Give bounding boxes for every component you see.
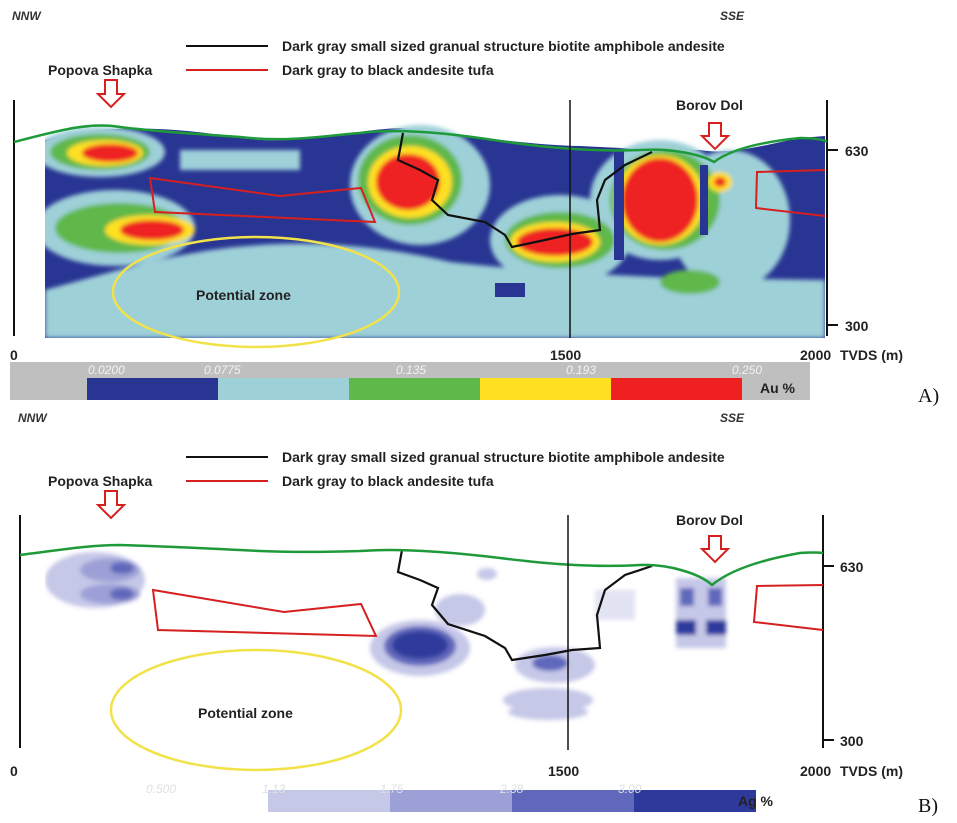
scale-swatch	[512, 790, 634, 812]
x-unit-label: TVDS (m)	[840, 763, 903, 779]
x-label-2000: 2000	[800, 347, 831, 363]
andesite-boundary	[396, 132, 653, 249]
arrow-down-icon	[699, 535, 731, 564]
x-label-1500: 1500	[550, 347, 581, 363]
topography-line	[19, 543, 824, 587]
legend-red-text: Dark gray to black andesite tufa	[282, 473, 494, 489]
sse-label: SSE	[720, 411, 745, 425]
andesite-boundary	[396, 549, 653, 662]
tufa-outline	[151, 588, 378, 638]
potential-zone-label: Potential zone	[196, 287, 291, 303]
potential-zone-ellipse	[109, 648, 403, 772]
topography-line	[13, 124, 828, 164]
scale-value-label: 0.135	[396, 363, 426, 377]
scale-unit-label: Au %	[760, 380, 796, 396]
scale-value-label: 1.13	[262, 782, 286, 796]
depth-label-300: 300	[840, 733, 864, 749]
scale-swatch	[349, 378, 480, 400]
arrow-down-icon	[699, 122, 731, 151]
nnw-label: NNW	[12, 9, 42, 23]
scale-value-label: 0.250	[732, 363, 762, 377]
depth-label-630: 630	[845, 143, 869, 159]
x-label-0: 0	[10, 763, 18, 779]
legend-black-text: Dark gray small sized granual structure …	[282, 38, 725, 54]
scale-swatch	[390, 790, 512, 812]
scale-unit-label: Ag %	[738, 793, 774, 809]
depth-label-630: 630	[840, 559, 864, 575]
depth-label-300: 300	[845, 318, 869, 334]
x-label-1500: 1500	[548, 763, 579, 779]
scale-value-label: 1.75	[380, 782, 404, 796]
place-popova-shapka: Popova Shapka	[48, 473, 152, 489]
arrow-down-icon	[95, 79, 127, 109]
scale-value-label: 2.38	[499, 782, 524, 796]
legend-red-text: Dark gray to black andesite tufa	[282, 62, 494, 78]
potential-zone-ellipse	[111, 235, 401, 349]
legend-black-text: Dark gray small sized granual structure …	[282, 449, 725, 465]
x-label-2000: 2000	[800, 763, 831, 779]
tufa-outline	[754, 169, 826, 217]
scale-swatch	[611, 378, 742, 400]
tufa-outline	[148, 176, 377, 224]
scale-value-label: 0.0775	[204, 363, 241, 377]
panel-letter-b: B)	[918, 795, 938, 817]
ag-section-raster	[45, 552, 726, 720]
scale-value-label: 0.193	[566, 363, 596, 377]
ag-color-scale: 0.500 1.13 1.75 2.38 3.00	[146, 782, 756, 812]
scale-value-label: 0.0200	[88, 363, 125, 377]
scale-value-label: 0.500	[146, 782, 176, 796]
panel-a: NNW SSE Dark gray small sized granual st…	[8, 8, 939, 407]
scale-swatch	[634, 790, 756, 812]
scale-swatch	[480, 378, 611, 400]
sse-label: SSE	[720, 9, 745, 23]
x-unit-label: TVDS (m)	[840, 347, 903, 363]
scale-swatch	[87, 378, 218, 400]
panel-b: NNW SSE Dark gray small sized granual st…	[8, 411, 938, 817]
scale-value-label: 3.00	[618, 782, 642, 796]
au-section-raster	[45, 125, 825, 338]
place-borov-dol: Borov Dol	[676, 512, 743, 528]
panel-letter-a: A)	[918, 385, 939, 407]
scale-swatch	[146, 790, 268, 812]
scale-swatch	[218, 378, 349, 400]
nnw-label: NNW	[18, 411, 48, 425]
arrow-down-icon	[95, 490, 127, 520]
au-color-scale: 0.0200 0.0775 0.135 0.193 0.250	[87, 363, 762, 400]
place-borov-dol: Borov Dol	[676, 97, 743, 113]
potential-zone-label: Potential zone	[198, 705, 293, 721]
scale-swatch	[268, 790, 390, 812]
tufa-outline	[752, 584, 824, 631]
x-label-0: 0	[10, 347, 18, 363]
place-popova-shapka: Popova Shapka	[48, 62, 152, 78]
